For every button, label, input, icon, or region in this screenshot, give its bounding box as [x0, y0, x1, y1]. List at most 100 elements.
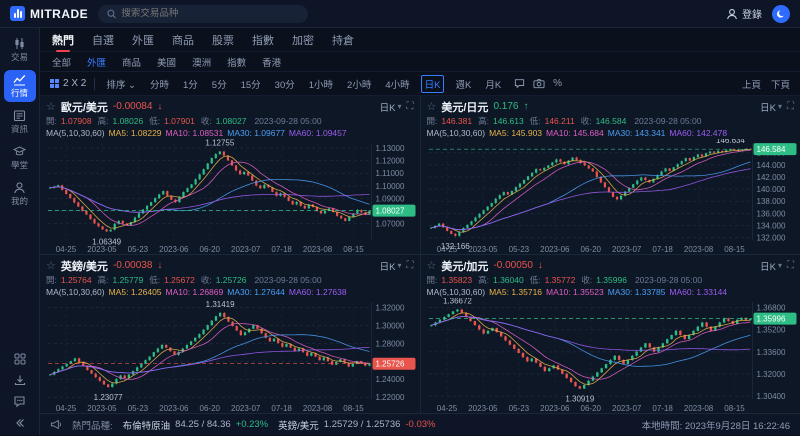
sidebar-item-academy[interactable]: 學堂 — [4, 142, 36, 174]
svg-text:134.000: 134.000 — [756, 221, 785, 230]
svg-text:08-15: 08-15 — [343, 245, 364, 254]
theme-toggle[interactable] — [772, 4, 790, 23]
grid-layout-label: 2 X 2 — [63, 78, 87, 89]
timeframe-1w[interactable]: 週K — [455, 79, 472, 91]
svg-text:2023-06: 2023-06 — [540, 245, 570, 254]
candlestick-chart[interactable]: 146.000144.000142.000140.000138.000136.0… — [427, 139, 800, 254]
search-input[interactable] — [121, 8, 300, 19]
favorite-star-icon[interactable]: ☆ — [426, 101, 437, 113]
search-box[interactable] — [98, 4, 309, 23]
sort-select[interactable]: 排序 ⌄ — [106, 79, 136, 91]
subtab-us[interactable]: 美國 — [157, 57, 177, 69]
timeframe-1mo[interactable]: 月K — [485, 79, 502, 91]
svg-text:1.32000: 1.32000 — [756, 370, 785, 379]
subtab-indices[interactable]: 指數 — [227, 57, 247, 69]
candlestick-chart[interactable]: 1.36800 1.35200 1.33600 1.32000 1.30400 04-25… — [427, 298, 800, 413]
tab-stocks[interactable]: 股票 — [212, 34, 234, 47]
sidebar-item-news[interactable]: 資訊 — [4, 106, 36, 138]
tab-crypto[interactable]: 加密 — [292, 34, 314, 47]
svg-text:05-23: 05-23 — [508, 404, 529, 413]
timeframe-1h[interactable]: 1小時 — [308, 79, 334, 91]
timeframe-15m[interactable]: 15分 — [240, 79, 261, 91]
brand-logo[interactable]: MITRADE — [10, 6, 88, 21]
svg-text:1.30000: 1.30000 — [376, 321, 405, 330]
period-select[interactable]: 日K ▾ — [760, 102, 782, 114]
svg-text:06-20: 06-20 — [200, 404, 221, 413]
svg-text:1.22000: 1.22000 — [376, 393, 405, 402]
expand-chart-icon[interactable]: ⛶ — [787, 260, 794, 271]
tab-forex[interactable]: 外匯 — [132, 34, 154, 47]
candlestick-chart[interactable]: 1.320001.300001.280001.260001.240001.220… — [46, 298, 420, 413]
timeframe-2h[interactable]: 2小時 — [347, 79, 372, 91]
change-arrow-icon: ↓ — [157, 260, 163, 271]
secondary-tabs: 全部 外匯 商品 美國 澳洲 指數 香港 — [40, 52, 800, 72]
svg-text:1.12000: 1.12000 — [376, 157, 405, 166]
download-app-icon[interactable] — [14, 374, 26, 386]
login-button[interactable]: 登錄 — [726, 6, 762, 21]
collapse-sidebar-icon[interactable] — [14, 417, 26, 429]
ticker-quote[interactable]: 英鎊/美元 1.25729 / 1.25736 -0.03% — [278, 419, 436, 432]
favorite-star-icon[interactable]: ☆ — [46, 101, 56, 113]
ticker-quote[interactable]: 布倫特原油 84.25 / 84.36 +0.23% — [122, 419, 269, 432]
next-page-button[interactable]: 下頁 — [770, 79, 790, 91]
chart-panel-gbpusd: ☆ 英鎊/美元 -0.00038 ↓ 日K ▾ ⛶ 開: 1.25764 高: 1.2… — [40, 255, 420, 413]
camera-snapshot-icon[interactable] — [533, 78, 545, 89]
sidebar-item-trade[interactable]: 交易 — [4, 34, 36, 66]
apps-grid-icon[interactable] — [14, 353, 26, 365]
svg-text:142.000: 142.000 — [756, 173, 785, 182]
symbol-name[interactable]: 歐元/美元 — [60, 101, 108, 114]
svg-text:08-15: 08-15 — [343, 404, 364, 413]
grid-layout-select[interactable]: 2 X 2 — [50, 78, 86, 89]
svg-text:1.10000: 1.10000 — [376, 182, 405, 191]
chart-panel-usdcad: ☆ 美元/加元 -0.00050 ↓ 日K ▾ ⛶ 開: 1.35823 高: 1.3… — [420, 255, 800, 413]
tab-positions[interactable]: 持倉 — [332, 34, 354, 47]
subtab-commodities[interactable]: 商品 — [122, 57, 142, 69]
symbol-change: -0.00038 — [112, 260, 153, 271]
expand-chart-icon[interactable]: ⛶ — [406, 260, 414, 271]
svg-text:05-23: 05-23 — [128, 404, 149, 413]
sidebar-item-label: 資訊 — [10, 124, 28, 134]
symbol-name[interactable]: 英鎊/美元 — [60, 260, 108, 273]
tab-commodities[interactable]: 商品 — [172, 34, 194, 47]
candlestick-chart[interactable]: 1.13000 1.12000 1.11000 1.10000 1.09000 1.080… — [46, 139, 420, 254]
comment-bubble-icon[interactable] — [514, 78, 525, 89]
subtab-all[interactable]: 全部 — [52, 57, 72, 69]
charts-grid: ☆ 歐元/美元 -0.00084 ↓ 日K ▾ ⛶ 開: 1.07908 高: 1.0… — [40, 96, 800, 413]
timeframe-tick[interactable]: 分時 — [149, 79, 169, 91]
symbol-name[interactable]: 美元/日元 — [441, 101, 489, 114]
timeframe-4h[interactable]: 4小時 — [385, 79, 410, 91]
sidebar-item-profile[interactable]: 我的 — [4, 178, 36, 210]
period-select[interactable]: 日K ▾ — [760, 261, 782, 273]
timeframe-1m[interactable]: 1分 — [183, 79, 198, 91]
svg-text:06-20: 06-20 — [200, 245, 221, 254]
hot-symbols-label: 熱門品種: — [72, 420, 113, 432]
percent-scale-icon[interactable]: % — [553, 78, 563, 89]
subtab-forex[interactable]: 外匯 — [87, 57, 107, 69]
timeframe-5m[interactable]: 5分 — [211, 79, 227, 91]
svg-text:1.28000: 1.28000 — [376, 339, 405, 348]
subtab-au[interactable]: 澳洲 — [192, 57, 212, 69]
sidebar-item-markets[interactable]: 行情 — [3, 70, 36, 102]
favorite-star-icon[interactable]: ☆ — [46, 260, 56, 272]
tab-hot[interactable]: 熱門 — [52, 28, 74, 52]
tab-watchlist[interactable]: 自選 — [92, 34, 114, 47]
symbol-name[interactable]: 美元/加元 — [441, 260, 489, 273]
svg-text:08-15: 08-15 — [724, 245, 745, 254]
period-select[interactable]: 日K ▾ — [379, 261, 402, 273]
logo-text: MITRADE — [30, 6, 89, 21]
timeframe-30m[interactable]: 30分 — [274, 79, 295, 91]
subtab-hk[interactable]: 香港 — [262, 57, 282, 69]
expand-chart-icon[interactable]: ⛶ — [406, 101, 414, 112]
support-chat-icon[interactable] — [13, 395, 26, 408]
period-select[interactable]: 日K ▾ — [379, 102, 402, 114]
svg-text:1.07000: 1.07000 — [376, 220, 405, 229]
tab-indices[interactable]: 指數 — [252, 34, 274, 47]
sidebar-item-label: 行情 — [10, 88, 28, 98]
candle-time: 2023-09-28 05:00 — [634, 275, 703, 285]
prev-page-button[interactable]: 上頁 — [741, 79, 761, 91]
svg-text:1.25726: 1.25726 — [376, 360, 405, 369]
timeframe-1d[interactable]: 日K — [420, 74, 445, 93]
svg-text:2023-08: 2023-08 — [303, 404, 333, 413]
expand-chart-icon[interactable]: ⛶ — [787, 101, 794, 112]
favorite-star-icon[interactable]: ☆ — [426, 260, 437, 272]
